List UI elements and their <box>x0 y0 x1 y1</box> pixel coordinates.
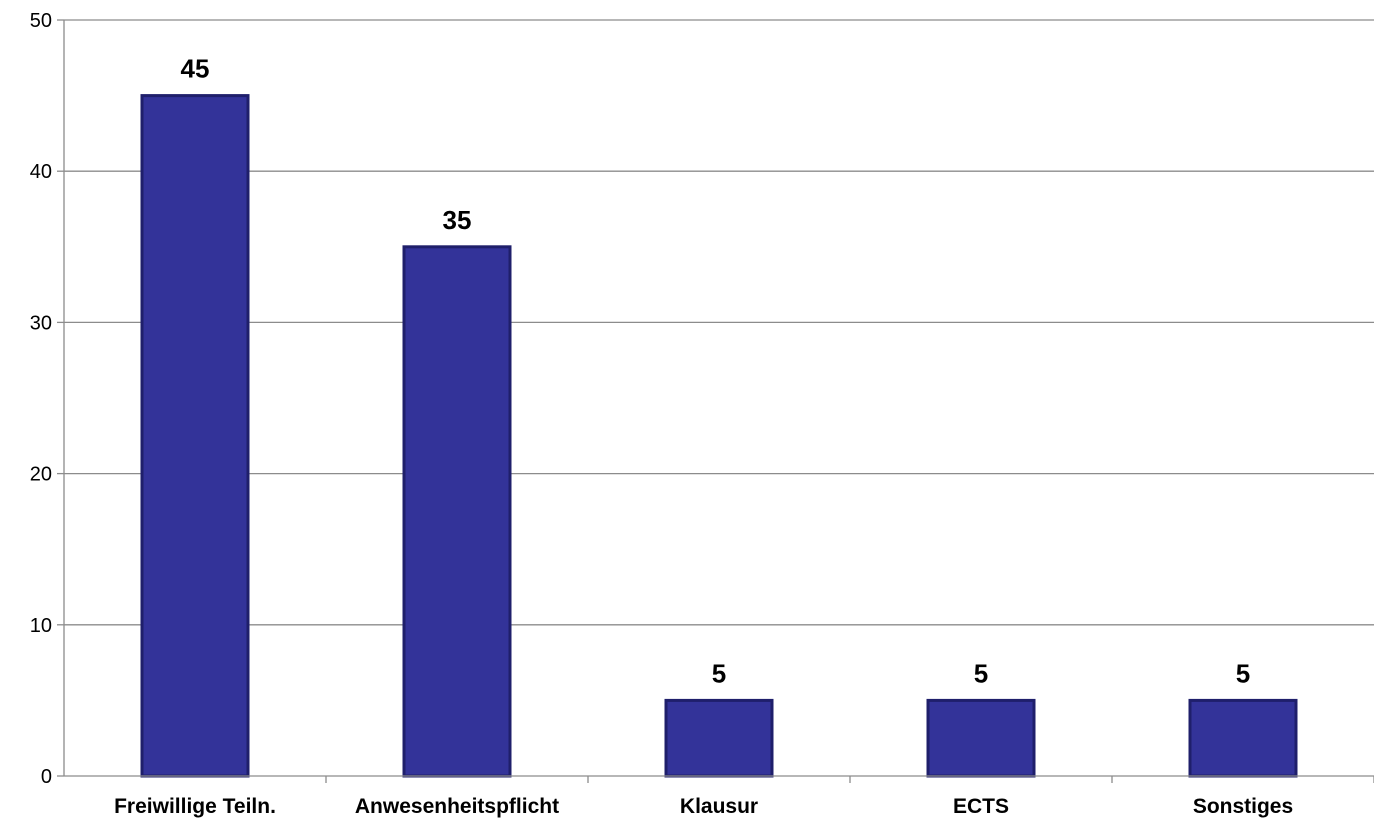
data-label: 35 <box>443 205 472 235</box>
y-tick-label: 40 <box>30 161 52 183</box>
category-label: Sonstiges <box>1193 795 1293 818</box>
category-label: Klausur <box>680 795 758 818</box>
x-axis-ticks: Freiwillige Teiln. Anwesenheitspflicht Kla… <box>114 776 1374 818</box>
bar <box>402 245 512 778</box>
data-label: 5 <box>712 658 726 688</box>
category-label: Anwesenheitspflicht <box>355 795 559 818</box>
y-tick-label: 50 <box>30 10 52 32</box>
axes <box>63 20 1374 777</box>
category-label: Freiwillige Teiln. <box>114 795 276 818</box>
category-label: ECTS <box>953 795 1009 818</box>
y-tick-label: 0 <box>41 766 52 788</box>
y-tick-label: 30 <box>30 312 52 334</box>
bars: 45 35 5 5 5 <box>140 54 1298 778</box>
y-axis-ticks: 0 10 20 30 40 50 <box>30 10 64 788</box>
bar <box>140 94 250 778</box>
bar <box>664 698 774 778</box>
data-label: 5 <box>1236 658 1250 688</box>
gridlines <box>64 19 1374 626</box>
data-label: 45 <box>181 54 210 84</box>
bar <box>926 698 1036 778</box>
y-tick-label: 10 <box>30 615 52 637</box>
bar <box>1188 698 1298 778</box>
data-label: 5 <box>974 658 988 688</box>
y-tick-label: 20 <box>30 464 52 486</box>
